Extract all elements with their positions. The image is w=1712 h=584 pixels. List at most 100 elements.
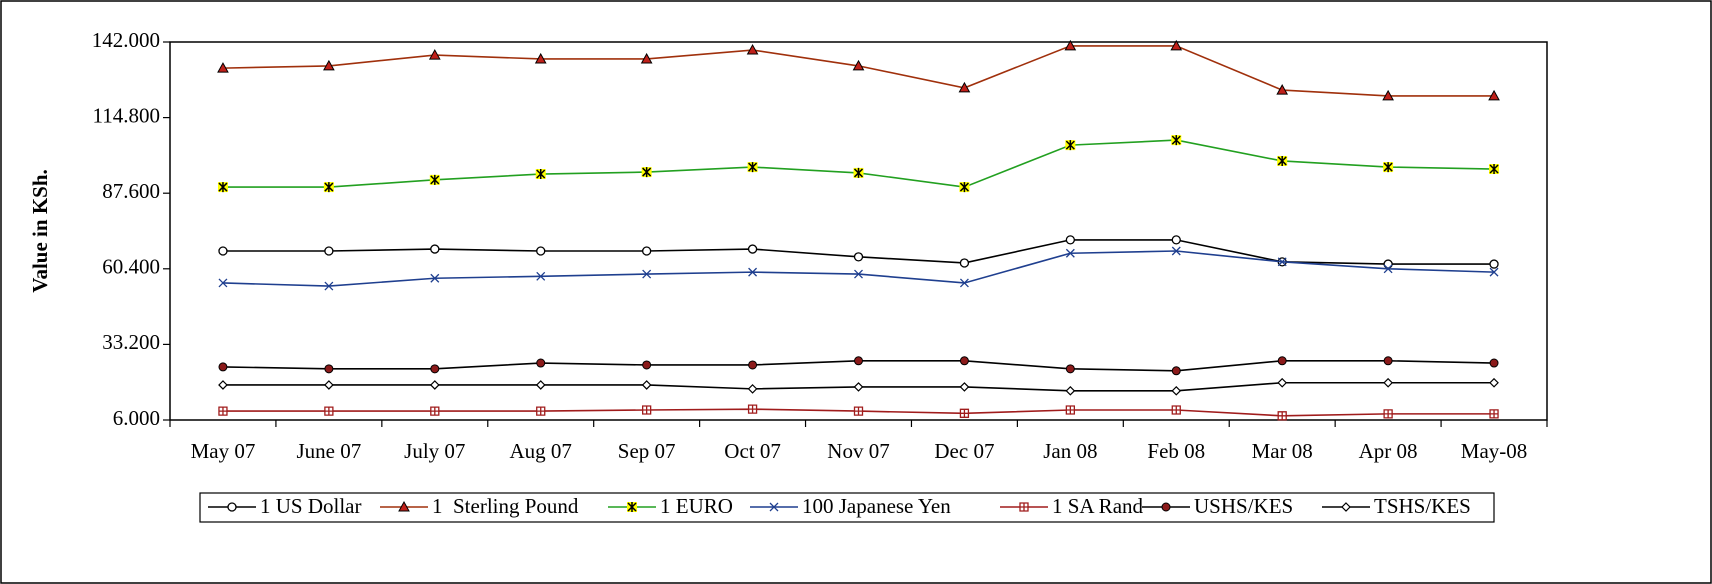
marker	[747, 244, 758, 254]
marker	[958, 81, 971, 93]
marker	[324, 281, 334, 291]
marker	[1171, 385, 1182, 396]
x-tick-label: Jan 08	[1043, 439, 1097, 463]
marker	[536, 169, 546, 180]
marker	[1489, 267, 1499, 277]
marker	[642, 405, 652, 415]
marker	[1171, 366, 1181, 376]
marker	[535, 380, 546, 390]
marker	[218, 278, 228, 288]
marker	[1489, 409, 1499, 419]
marker	[430, 406, 440, 416]
marker	[1065, 385, 1076, 396]
legend-label: 1 US Dollar	[260, 494, 362, 518]
x-tick-label: June 07	[297, 439, 362, 463]
marker	[536, 406, 546, 416]
marker	[324, 406, 334, 416]
marker	[1383, 356, 1393, 366]
marker	[769, 502, 779, 512]
marker	[430, 273, 440, 283]
y-axis-label: Value in KSh.	[28, 169, 52, 293]
legend-label: 1 SA Rand	[1052, 494, 1144, 518]
marker	[1276, 84, 1289, 95]
marker	[959, 182, 969, 193]
x-tick-label: Sep 07	[618, 439, 676, 463]
marker	[748, 162, 758, 173]
marker	[853, 167, 864, 178]
marker	[1161, 502, 1171, 512]
marker	[324, 364, 334, 374]
marker	[627, 502, 637, 512]
marker	[217, 62, 229, 73]
marker	[323, 59, 335, 71]
y-tick-label: 114.800	[93, 103, 160, 127]
marker	[324, 380, 334, 390]
marker	[536, 246, 546, 256]
marker	[853, 252, 864, 262]
marker	[746, 44, 759, 55]
marker	[430, 174, 440, 185]
marker	[1065, 140, 1075, 151]
x-tick-label: July 07	[404, 439, 465, 463]
marker	[1489, 164, 1499, 175]
x-tick-label: Apr 08	[1359, 439, 1418, 463]
marker	[642, 246, 652, 256]
marker	[1064, 39, 1077, 51]
marker	[959, 382, 970, 392]
x-tick-label: Mar 08	[1252, 439, 1313, 463]
marker	[430, 364, 440, 374]
marker	[1065, 364, 1075, 374]
marker	[853, 406, 864, 416]
marker	[959, 356, 969, 366]
x-tick-label: Dec 07	[934, 439, 994, 463]
marker	[430, 244, 440, 254]
series	[217, 135, 1500, 193]
marker	[959, 408, 970, 418]
marker	[642, 269, 652, 279]
marker	[1065, 235, 1075, 245]
marker	[1171, 246, 1181, 256]
marker	[852, 59, 865, 71]
marker	[747, 404, 758, 414]
marker	[959, 258, 970, 268]
marker	[227, 502, 237, 512]
marker	[641, 380, 652, 390]
marker	[218, 406, 228, 416]
series	[218, 246, 1499, 291]
legend-label: 1 Sterling Pound	[432, 494, 579, 518]
marker	[853, 382, 864, 392]
marker	[1488, 89, 1500, 101]
marker	[218, 362, 228, 372]
x-tick-label: Aug 07	[510, 439, 572, 463]
x-tick-label: May-08	[1461, 439, 1528, 463]
x-tick-label: Nov 07	[827, 439, 889, 463]
marker	[747, 384, 758, 394]
marker	[1489, 259, 1499, 269]
marker	[642, 167, 652, 178]
marker	[324, 182, 334, 193]
marker	[1277, 155, 1287, 166]
marker	[1277, 356, 1287, 366]
marker	[854, 269, 863, 279]
marker	[1019, 502, 1029, 512]
marker	[536, 358, 546, 368]
marker	[854, 356, 863, 366]
marker	[1065, 405, 1075, 415]
marker	[959, 278, 969, 288]
marker	[324, 246, 334, 256]
marker	[1065, 248, 1075, 258]
marker	[534, 52, 547, 64]
marker	[640, 52, 653, 64]
legend-label: 1 EURO	[660, 494, 733, 518]
marker	[1171, 405, 1181, 415]
marker	[1489, 358, 1499, 368]
marker	[1277, 257, 1287, 267]
marker	[1277, 411, 1287, 421]
marker	[1383, 264, 1393, 274]
marker	[1341, 502, 1351, 512]
marker	[218, 182, 228, 193]
plot-area	[169, 41, 1548, 421]
marker	[398, 500, 410, 512]
